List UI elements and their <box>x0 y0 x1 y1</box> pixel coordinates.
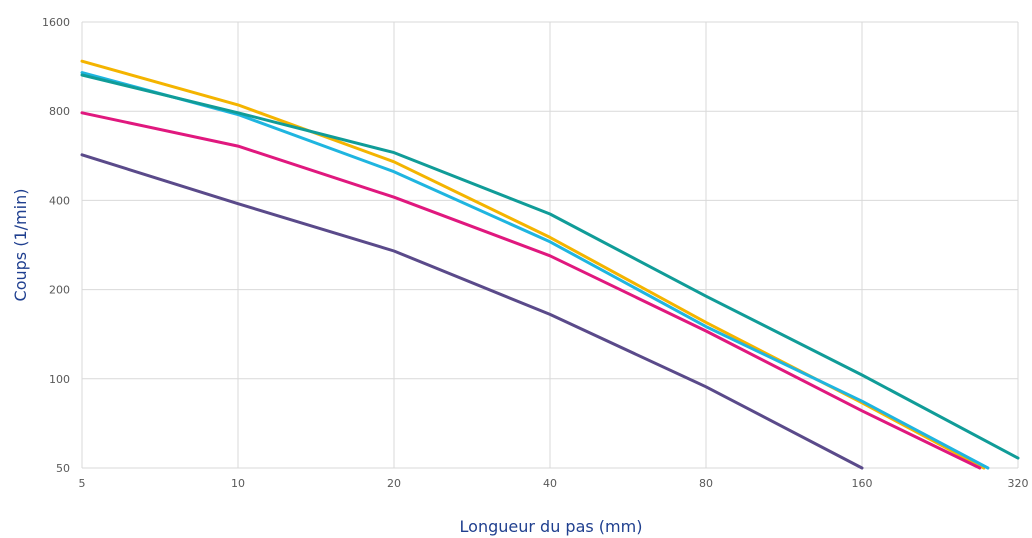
x-axis-title: Longueur du pas (mm) <box>460 517 643 536</box>
x-tick-labels: 5 10 20 40 80 160 320 <box>79 477 1029 490</box>
series-line-5 <box>80 153 864 470</box>
y-tick-labels: 50 100 200 400 800 1600 <box>42 16 70 475</box>
series-line-3 <box>80 73 1020 460</box>
y-axis-title: Coups (1/min) <box>11 189 30 302</box>
x-tick-label: 320 <box>1008 477 1029 490</box>
x-tick-label: 80 <box>699 477 713 490</box>
y-tick-label: 50 <box>56 462 70 475</box>
y-tick-label: 800 <box>49 105 70 118</box>
x-tick-label: 20 <box>387 477 401 490</box>
x-tick-label: 40 <box>543 477 557 490</box>
series-lines <box>80 59 1020 470</box>
y-tick-label: 100 <box>49 373 70 386</box>
series-line-2 <box>80 71 990 470</box>
x-tick-label: 5 <box>79 477 86 490</box>
x-tick-label: 160 <box>852 477 873 490</box>
y-tick-label: 1600 <box>42 16 70 29</box>
series-line-1 <box>80 59 986 470</box>
grid-lines <box>81 21 1019 469</box>
series-line-4 <box>80 111 982 470</box>
y-tick-label: 400 <box>49 194 70 207</box>
x-tick-label: 10 <box>231 477 245 490</box>
y-tick-label: 200 <box>49 284 70 297</box>
